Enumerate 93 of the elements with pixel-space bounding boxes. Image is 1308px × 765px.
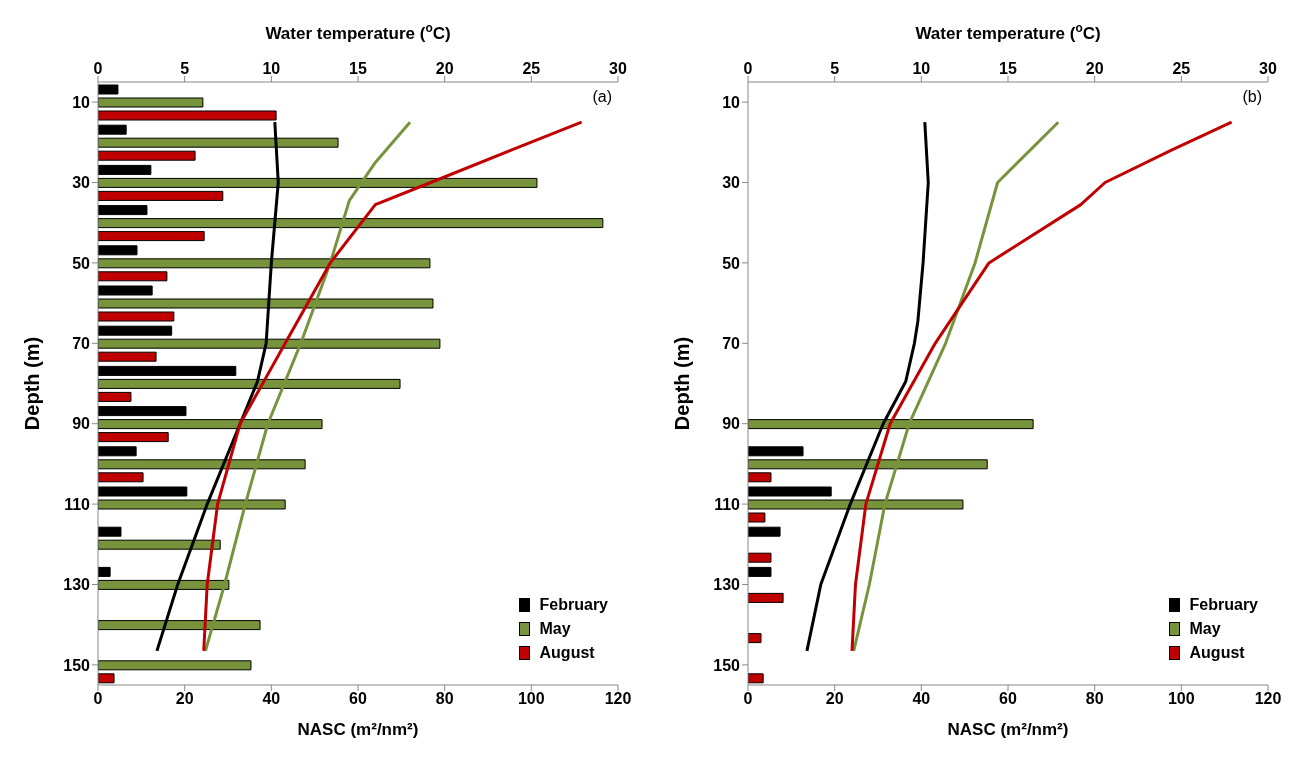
bar	[748, 472, 772, 483]
bar	[98, 245, 138, 256]
x-tick-label: 0	[743, 690, 753, 708]
bar	[748, 526, 781, 537]
y-tick-label: 110	[64, 495, 91, 513]
y-tick-label: 50	[72, 254, 91, 272]
annotation: (a)	[592, 88, 612, 106]
x2-tick-label: 20	[1085, 60, 1104, 77]
bar	[98, 566, 111, 577]
y-axis-title: Depth (m)	[671, 336, 693, 431]
x2-axis-title: Water temperature ($^{o}$C)	[915, 21, 1101, 43]
bar	[98, 391, 132, 402]
bar	[98, 526, 122, 537]
annotation: (b)	[1242, 88, 1262, 106]
bar	[98, 432, 169, 443]
bar	[98, 150, 196, 161]
y-tick-label: 130	[63, 576, 91, 594]
bar	[98, 446, 137, 457]
x-tick-label: 20	[175, 690, 194, 708]
bar	[98, 673, 115, 684]
y-tick-label: 50	[722, 254, 741, 272]
legend-label: May	[539, 620, 571, 638]
y-tick-label: 70	[72, 334, 91, 352]
x2-tick-label: 15	[349, 60, 367, 77]
x-axis-title: NASC (m²/nm²)	[297, 720, 419, 739]
x2-axis-title: Water temperature ($^{o}$C)	[265, 21, 451, 43]
y-tick-label: 30	[72, 174, 91, 192]
bar	[98, 124, 127, 135]
bar	[98, 190, 224, 201]
y-tick-label: 70	[722, 334, 741, 352]
x-tick-label: 100	[1167, 690, 1195, 708]
x-tick-label: 80	[1085, 690, 1104, 708]
x2-tick-label: 0	[743, 60, 753, 77]
y-tick-label: 10	[72, 93, 91, 111]
x2-tick-label: 10	[912, 60, 931, 77]
y-tick-label: 110	[714, 495, 741, 513]
y-axis-title: Depth (m)	[21, 336, 43, 431]
x-tick-label: 60	[349, 690, 367, 708]
x-tick-label: 80	[435, 690, 454, 708]
bar	[98, 311, 175, 322]
bar	[98, 486, 188, 497]
bar	[748, 512, 766, 523]
bar	[98, 231, 205, 242]
bar	[748, 633, 762, 644]
bar	[98, 97, 204, 108]
y-tick-label: 90	[72, 415, 91, 433]
bar	[98, 84, 119, 95]
bar	[98, 271, 168, 282]
x-tick-label: 120	[1254, 690, 1282, 708]
x-tick-label: 20	[825, 690, 844, 708]
y-tick-label: 130	[713, 576, 741, 594]
legend-label: August	[1189, 644, 1245, 662]
bar	[98, 406, 187, 417]
x-axis-title: NASC (m²/nm²)	[947, 720, 1069, 739]
x-tick-label: 40	[262, 690, 281, 708]
bar	[98, 660, 252, 671]
x-tick-label: 120	[604, 690, 632, 708]
legend-label: August	[539, 644, 595, 662]
x2-tick-label: 25	[522, 60, 541, 77]
x2-tick-label: 0	[93, 60, 103, 77]
y-tick-label: 150	[63, 656, 91, 674]
x2-tick-label: 5	[830, 60, 840, 77]
x2-tick-label: 15	[999, 60, 1017, 77]
y-tick-label: 10	[722, 93, 741, 111]
x-tick-label: 60	[999, 690, 1017, 708]
x2-tick-label: 20	[435, 60, 454, 77]
bar	[748, 592, 784, 603]
x2-tick-label: 5	[180, 60, 190, 77]
x-tick-label: 100	[517, 690, 545, 708]
bar	[98, 472, 144, 483]
y-tick-label: 90	[722, 415, 741, 433]
bar	[98, 164, 152, 175]
bar	[748, 566, 772, 577]
x-tick-label: 40	[912, 690, 931, 708]
bar	[98, 365, 237, 376]
bar	[748, 552, 772, 563]
bar	[98, 325, 173, 336]
x2-tick-label: 30	[1259, 60, 1277, 77]
bar	[748, 486, 832, 497]
x2-tick-label: 30	[609, 60, 627, 77]
x2-tick-label: 25	[1172, 60, 1191, 77]
bar	[98, 351, 157, 362]
y-tick-label: 30	[722, 174, 741, 192]
bar	[98, 285, 153, 296]
legend-label: February	[539, 596, 608, 614]
legend-label: February	[1189, 596, 1258, 614]
bar	[748, 446, 804, 457]
x-tick-label: 0	[93, 690, 103, 708]
legend-label: May	[1189, 620, 1221, 638]
bar	[748, 673, 764, 684]
y-tick-label: 150	[713, 656, 741, 674]
x2-tick-label: 10	[262, 60, 281, 77]
bar	[98, 205, 148, 216]
